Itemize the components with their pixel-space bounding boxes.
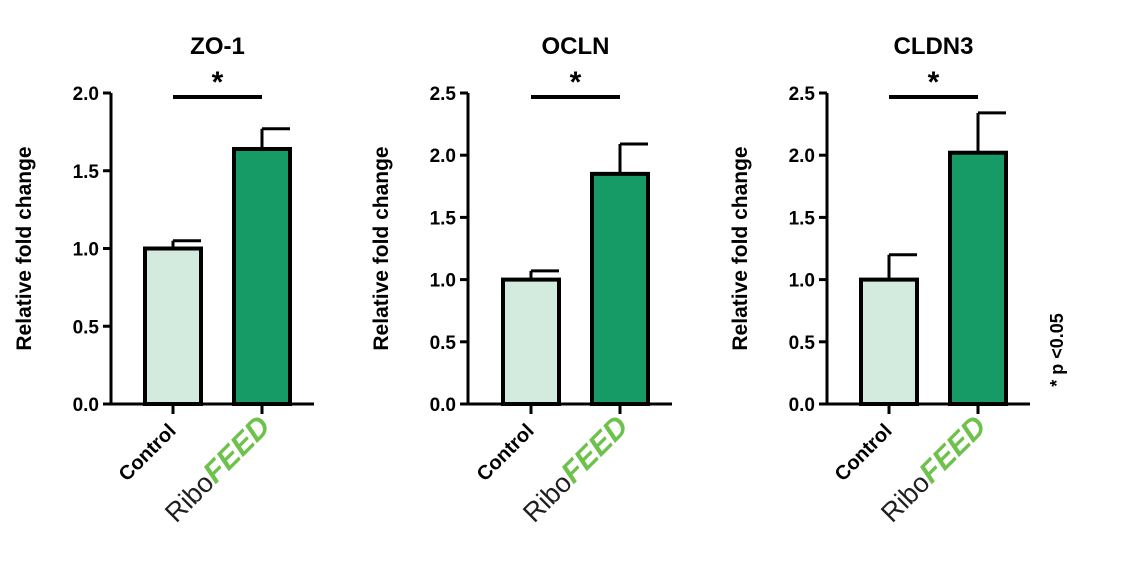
- y-tick-label: 0.5: [430, 333, 457, 354]
- y-tick-label: 0.5: [789, 333, 816, 354]
- x-tick-label-ribofeed: RiboFEED: [516, 410, 635, 529]
- bar-ribofeed: [232, 146, 292, 406]
- y-tick-label: 2.5: [430, 84, 457, 105]
- y-tick-label: 0.0: [789, 395, 815, 416]
- x-tick-label-ribofeed: RiboFEED: [158, 410, 277, 529]
- brand-feed-text: FEED: [913, 410, 993, 490]
- significance-star: *: [928, 66, 940, 99]
- y-tick-label: 1.0: [430, 271, 456, 292]
- chart-title: OCLN: [542, 33, 610, 60]
- brand-feed-text: FEED: [197, 410, 277, 490]
- bar-control: [501, 277, 561, 407]
- y-tick-label: 1.0: [789, 271, 815, 292]
- y-axis-label: Relative fold change: [370, 146, 393, 350]
- y-tick-label: 1.5: [73, 162, 100, 183]
- y-tick-label: 2.0: [789, 146, 815, 167]
- y-tick-label: 1.5: [789, 208, 816, 229]
- bar-control: [143, 246, 203, 406]
- bar-ribofeed: [590, 171, 650, 406]
- y-axis-label: Relative fold change: [13, 146, 36, 350]
- x-tick-label-control: Control: [473, 420, 539, 486]
- y-axis-label: Relative fold change: [729, 146, 752, 350]
- x-tick-label-ribofeed: RiboFEED: [874, 410, 993, 529]
- bar-control: [859, 277, 919, 407]
- x-tick-label-control: Control: [831, 420, 897, 486]
- bar-ribofeed: [948, 150, 1008, 406]
- significance-star: *: [212, 66, 224, 99]
- chart-title: CLDN3: [893, 33, 973, 60]
- chart-title: ZO-1: [190, 33, 245, 60]
- y-tick-label: 2.5: [789, 84, 816, 105]
- significance-star: *: [570, 66, 582, 99]
- y-tick-label: 1.5: [430, 208, 457, 229]
- x-tick-label-control: Control: [115, 420, 181, 486]
- y-tick-label: 1.0: [73, 240, 99, 261]
- y-tick-label: 0.0: [430, 395, 456, 416]
- y-tick-label: 2.0: [73, 84, 99, 105]
- y-tick-label: 0.5: [73, 317, 100, 338]
- y-tick-label: 0.0: [73, 395, 99, 416]
- significance-footnote: * p <0.05: [1047, 313, 1067, 387]
- y-tick-label: 2.0: [430, 146, 456, 167]
- brand-feed-text: FEED: [555, 410, 635, 490]
